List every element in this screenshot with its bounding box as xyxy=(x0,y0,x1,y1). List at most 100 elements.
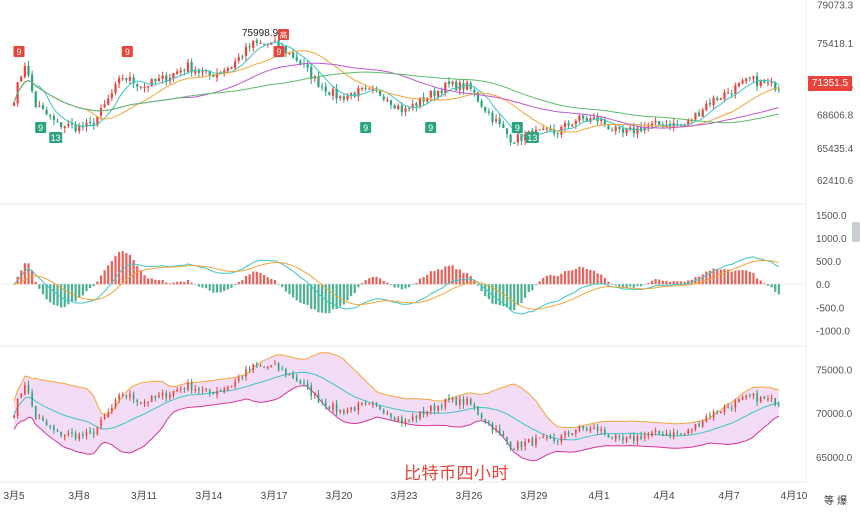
macd-histogram-bar xyxy=(654,279,657,285)
macd-histogram-bar xyxy=(639,284,643,287)
candle-body xyxy=(629,436,632,438)
macd-histogram-bar xyxy=(364,280,367,285)
candle-body xyxy=(665,433,668,436)
candle-body xyxy=(139,86,142,88)
candle-body xyxy=(480,414,483,419)
scroll-handle[interactable] xyxy=(852,222,860,242)
candle-body xyxy=(186,62,190,72)
candle-body xyxy=(390,413,392,418)
macd-histogram-bar xyxy=(263,275,266,285)
candle-body xyxy=(303,382,305,384)
macd-histogram-bar xyxy=(444,266,447,285)
macd-histogram-bar xyxy=(476,284,480,286)
bollinger-band-fill xyxy=(14,352,779,461)
candle-body xyxy=(226,68,229,72)
candle-body xyxy=(299,60,302,65)
macd-histogram-bar xyxy=(317,284,320,313)
macd-histogram-bar xyxy=(455,269,458,285)
macd-histogram-bar xyxy=(545,275,548,285)
macd-histogram-bar xyxy=(658,279,661,285)
macd-histogram-bar xyxy=(549,274,552,285)
candle-body xyxy=(487,111,490,113)
macd-histogram-bar xyxy=(226,284,229,290)
candle-body xyxy=(687,120,690,126)
candle-body xyxy=(542,436,545,438)
candle-body xyxy=(314,393,316,396)
candle-body xyxy=(698,423,700,427)
candle-body xyxy=(767,398,769,400)
candle-body xyxy=(502,433,505,437)
candle-body xyxy=(658,120,661,126)
macd-histogram-bar xyxy=(502,284,505,307)
candle-body xyxy=(614,126,617,132)
macd-histogram-bar xyxy=(437,269,440,285)
macd-histogram-bar xyxy=(774,284,777,292)
candle-body xyxy=(187,382,189,390)
candle-body xyxy=(198,388,200,391)
x-tick-label: 4月1 xyxy=(588,490,610,502)
candle-body xyxy=(256,363,258,366)
macd-histogram-bar xyxy=(389,284,393,286)
candle-body xyxy=(96,427,99,435)
candle-body xyxy=(31,392,33,406)
macd-histogram-bar xyxy=(625,284,628,288)
x-tick-label: 3月11 xyxy=(131,490,157,502)
high-marker-box xyxy=(278,29,289,40)
candle-body xyxy=(165,75,168,82)
macd-histogram-bar xyxy=(415,282,418,285)
candle-body xyxy=(143,402,146,404)
candle-body xyxy=(567,432,570,435)
candle-body xyxy=(382,410,385,413)
candle-body xyxy=(636,436,639,441)
candle-body xyxy=(357,403,360,411)
corner-icons[interactable]: 等 爆 xyxy=(824,496,848,507)
high-annotation: 75998.9 xyxy=(242,28,279,39)
candle-body xyxy=(749,394,751,396)
candle-body xyxy=(379,405,381,410)
candle-body xyxy=(546,437,548,439)
macd-histogram-bar xyxy=(154,279,157,285)
candle-body xyxy=(63,126,66,129)
macd-histogram-bar xyxy=(31,270,34,285)
candle-body xyxy=(422,410,425,415)
candle-body xyxy=(633,435,635,441)
macd-histogram-bar xyxy=(23,263,26,285)
candle-body xyxy=(611,438,613,440)
candle-body xyxy=(589,428,592,432)
candle-body xyxy=(176,389,178,392)
macd-histogram-bar xyxy=(607,281,610,285)
candle-body xyxy=(223,388,226,392)
candle-body xyxy=(473,404,476,408)
macd-histogram-bar xyxy=(208,284,211,291)
candle-body xyxy=(712,97,715,106)
candle-body xyxy=(484,106,487,112)
macd-histogram-bar xyxy=(632,284,635,288)
candle-body xyxy=(154,78,157,82)
candle-body xyxy=(266,366,269,368)
candle-body xyxy=(640,435,642,440)
candle-body xyxy=(292,373,294,379)
sequential-marker xyxy=(49,132,63,143)
macd-histogram-bar xyxy=(422,277,425,285)
candle-body xyxy=(386,100,389,102)
macd-histogram-bar xyxy=(273,280,277,285)
y-tick-label: 70000.0 xyxy=(816,409,853,420)
candle-body xyxy=(176,71,179,74)
macd-histogram-bar xyxy=(592,270,596,285)
candle-body xyxy=(607,434,610,438)
macd-histogram-bar xyxy=(244,275,248,285)
candle-body xyxy=(132,394,135,400)
macd-histogram-bar xyxy=(331,284,335,310)
candle-body xyxy=(96,116,99,126)
macd-histogram-bar xyxy=(205,284,208,289)
macd-histogram-bar xyxy=(752,273,755,285)
macd-histogram-bar xyxy=(165,282,168,285)
macd-histogram-bar xyxy=(230,284,233,288)
candle-body xyxy=(353,92,356,97)
candle-body xyxy=(136,400,139,403)
candle-body xyxy=(625,437,628,441)
candle-body xyxy=(306,383,309,387)
macd-dif-line xyxy=(13,256,780,315)
